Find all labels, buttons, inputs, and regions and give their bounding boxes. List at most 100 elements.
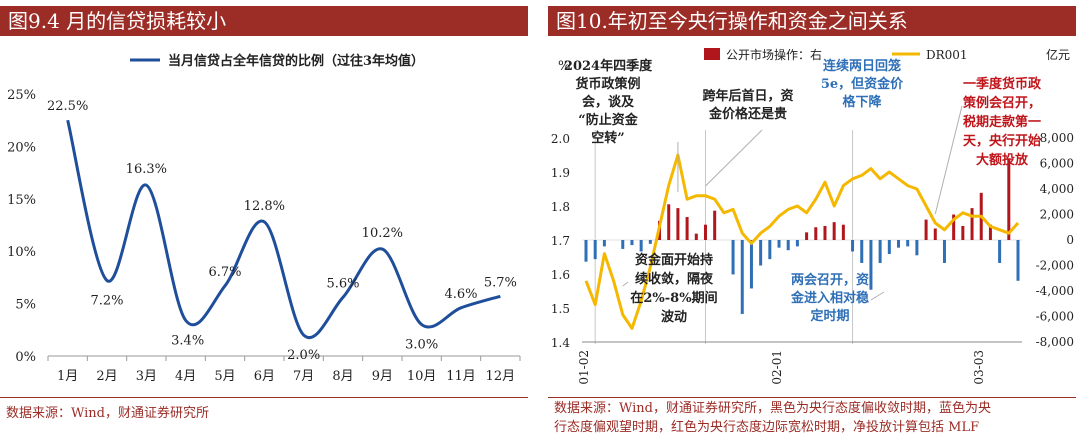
annotation-leader — [705, 129, 763, 187]
omo-bar — [970, 208, 974, 240]
annotation-text: 天，央行开始 — [963, 133, 1041, 149]
data-label: 2.0% — [287, 348, 320, 363]
omo-bar — [676, 208, 680, 240]
y-tick-label: 10% — [7, 245, 36, 260]
omo-bar — [933, 228, 937, 240]
annotation-text: 两会召开，资 — [791, 272, 869, 288]
right-chart: 公开市场操作：右 DR001 亿元% 1.4 1.5 1.6 1.7 1.8 1.9 2.0 -8,… — [551, 47, 1074, 385]
omo-bar — [795, 240, 799, 247]
annotation-text: 策例会召开， — [963, 95, 1041, 111]
left-chart-title: 图9.4 月的信贷损耗较小 — [0, 6, 528, 36]
omo-bar — [915, 240, 919, 256]
dr001-line — [584, 153, 1020, 330]
omo-bar — [648, 240, 652, 244]
omo-bar — [759, 240, 763, 266]
right-y-tick-label: 4,000 — [1040, 182, 1074, 196]
data-label: 5.7% — [484, 275, 517, 290]
omo-bar — [887, 240, 891, 255]
data-label: 4.6% — [444, 287, 477, 302]
omo-bar — [713, 210, 717, 240]
right-panel: 图10.年初至今央行操作和资金之间关系 公开市场操作：右 DR001 亿元% 1.4 1… — [548, 0, 1080, 442]
right-y-tick-label: -6,000 — [1036, 310, 1074, 324]
left-panel: 图9.4 月的信贷损耗较小 当月信贷占全年信贷的比例（过往3年均值） 0% 5% 10… — [0, 0, 530, 442]
left-source: 数据来源：Wind，财通证券研究所 — [6, 406, 209, 421]
right-source-line1: 数据来源：Wind，财通证券研究所，黑色为央行态度偏收敛时期，蓝色为央 — [554, 401, 991, 416]
omo-bar — [685, 217, 689, 240]
x-tick-label: 4月 — [175, 369, 196, 384]
y-tick-label: 5% — [15, 298, 36, 313]
annotation-text: 货币政策例 — [575, 76, 640, 92]
omo-bar — [924, 219, 928, 240]
annotation-text: 跨年后首日，资 — [702, 88, 793, 104]
annotation-text: 在2%-8%期间 — [630, 290, 717, 306]
omo-bar — [1007, 158, 1011, 240]
x-tick-label: 11月 — [446, 369, 476, 384]
annotation-leader — [870, 291, 885, 301]
annotation-text: “防止资金 — [578, 112, 638, 128]
omo-bar — [630, 240, 634, 246]
annotation-text: 波动 — [661, 309, 687, 325]
right-y-tick-label: 8,000 — [1040, 131, 1074, 145]
omo-bar — [805, 232, 809, 240]
annotation-text: 5e，但资金价 — [821, 76, 904, 92]
omo-bar — [851, 240, 855, 252]
left-y-tick-label: 1.4 — [551, 336, 570, 350]
annotation-text: 定时期 — [809, 308, 849, 324]
x-tick-label: 5月 — [214, 369, 235, 384]
right-y-tick-label: 2,000 — [1040, 208, 1074, 222]
omo-bar — [942, 240, 946, 263]
annotation-text: 续收敛，隔夜 — [635, 271, 714, 287]
data-label: 6.7% — [208, 265, 241, 280]
right-y-tick-label: -2,000 — [1036, 259, 1074, 273]
right-axis-unit: 亿元 — [1046, 47, 1070, 62]
legend-label: 当月信贷占全年信贷的比例（过往3年均值） — [168, 53, 424, 69]
x-tick-label: 3月 — [136, 369, 157, 384]
right-divider — [548, 397, 1076, 398]
left-y-tick-label: 1.9 — [551, 166, 570, 180]
data-label: 12.8% — [244, 199, 285, 214]
omo-bar — [584, 240, 588, 262]
omo-bar — [602, 240, 606, 247]
x-tick-label: 02-01 — [770, 350, 784, 385]
annotation-text: 2024年四季度 — [564, 58, 653, 74]
omo-bar — [832, 222, 836, 240]
omo-bar — [860, 240, 864, 263]
x-tick-label: 03-03 — [972, 350, 986, 385]
omo-bar — [906, 240, 910, 247]
omo-bar — [878, 240, 882, 263]
omo-bar — [952, 214, 956, 240]
annotation-leader — [622, 281, 629, 287]
omo-bar — [593, 240, 597, 260]
left-y-tick-label: 1.6 — [551, 268, 570, 282]
omo-bar — [786, 240, 790, 251]
y-tick-label: 0% — [15, 350, 36, 365]
omo-bar — [823, 225, 827, 240]
y-tick-label: 15% — [7, 193, 36, 208]
omo-bar — [869, 240, 873, 290]
annotation-text: 空转” — [591, 130, 624, 146]
omo-bar — [694, 233, 698, 240]
x-tick-label: 01-02 — [577, 350, 591, 385]
left-axis-unit: % — [558, 59, 570, 74]
data-label: 7.2% — [90, 294, 123, 309]
left-y-tick-label: 1.8 — [551, 200, 570, 214]
series-line — [66, 119, 501, 340]
omo-bar — [777, 240, 781, 248]
omo-bar — [998, 240, 1002, 263]
legend-line-label: DR001 — [926, 48, 968, 62]
x-tick-label: 1月 — [57, 369, 78, 384]
right-chart-title: 图10.年初至今央行操作和资金之间关系 — [548, 6, 1076, 36]
annotation-text: 一季度货币政 — [963, 76, 1042, 92]
data-label: 3.0% — [405, 338, 438, 353]
omo-bar — [740, 240, 744, 314]
annotation-text: 金价格还是贵 — [708, 106, 787, 122]
left-y-tick-label: 1.5 — [551, 302, 570, 316]
omo-bar — [988, 224, 992, 240]
annotation-text: 资金面开始持 — [635, 252, 713, 268]
left-y-tick-label: 2.0 — [551, 132, 570, 146]
omo-bar — [703, 224, 707, 240]
annotation-text: 大额投放 — [976, 152, 1029, 168]
omo-bar — [1016, 240, 1020, 281]
omo-bar — [749, 240, 753, 289]
x-tick-label: 9月 — [372, 369, 393, 384]
